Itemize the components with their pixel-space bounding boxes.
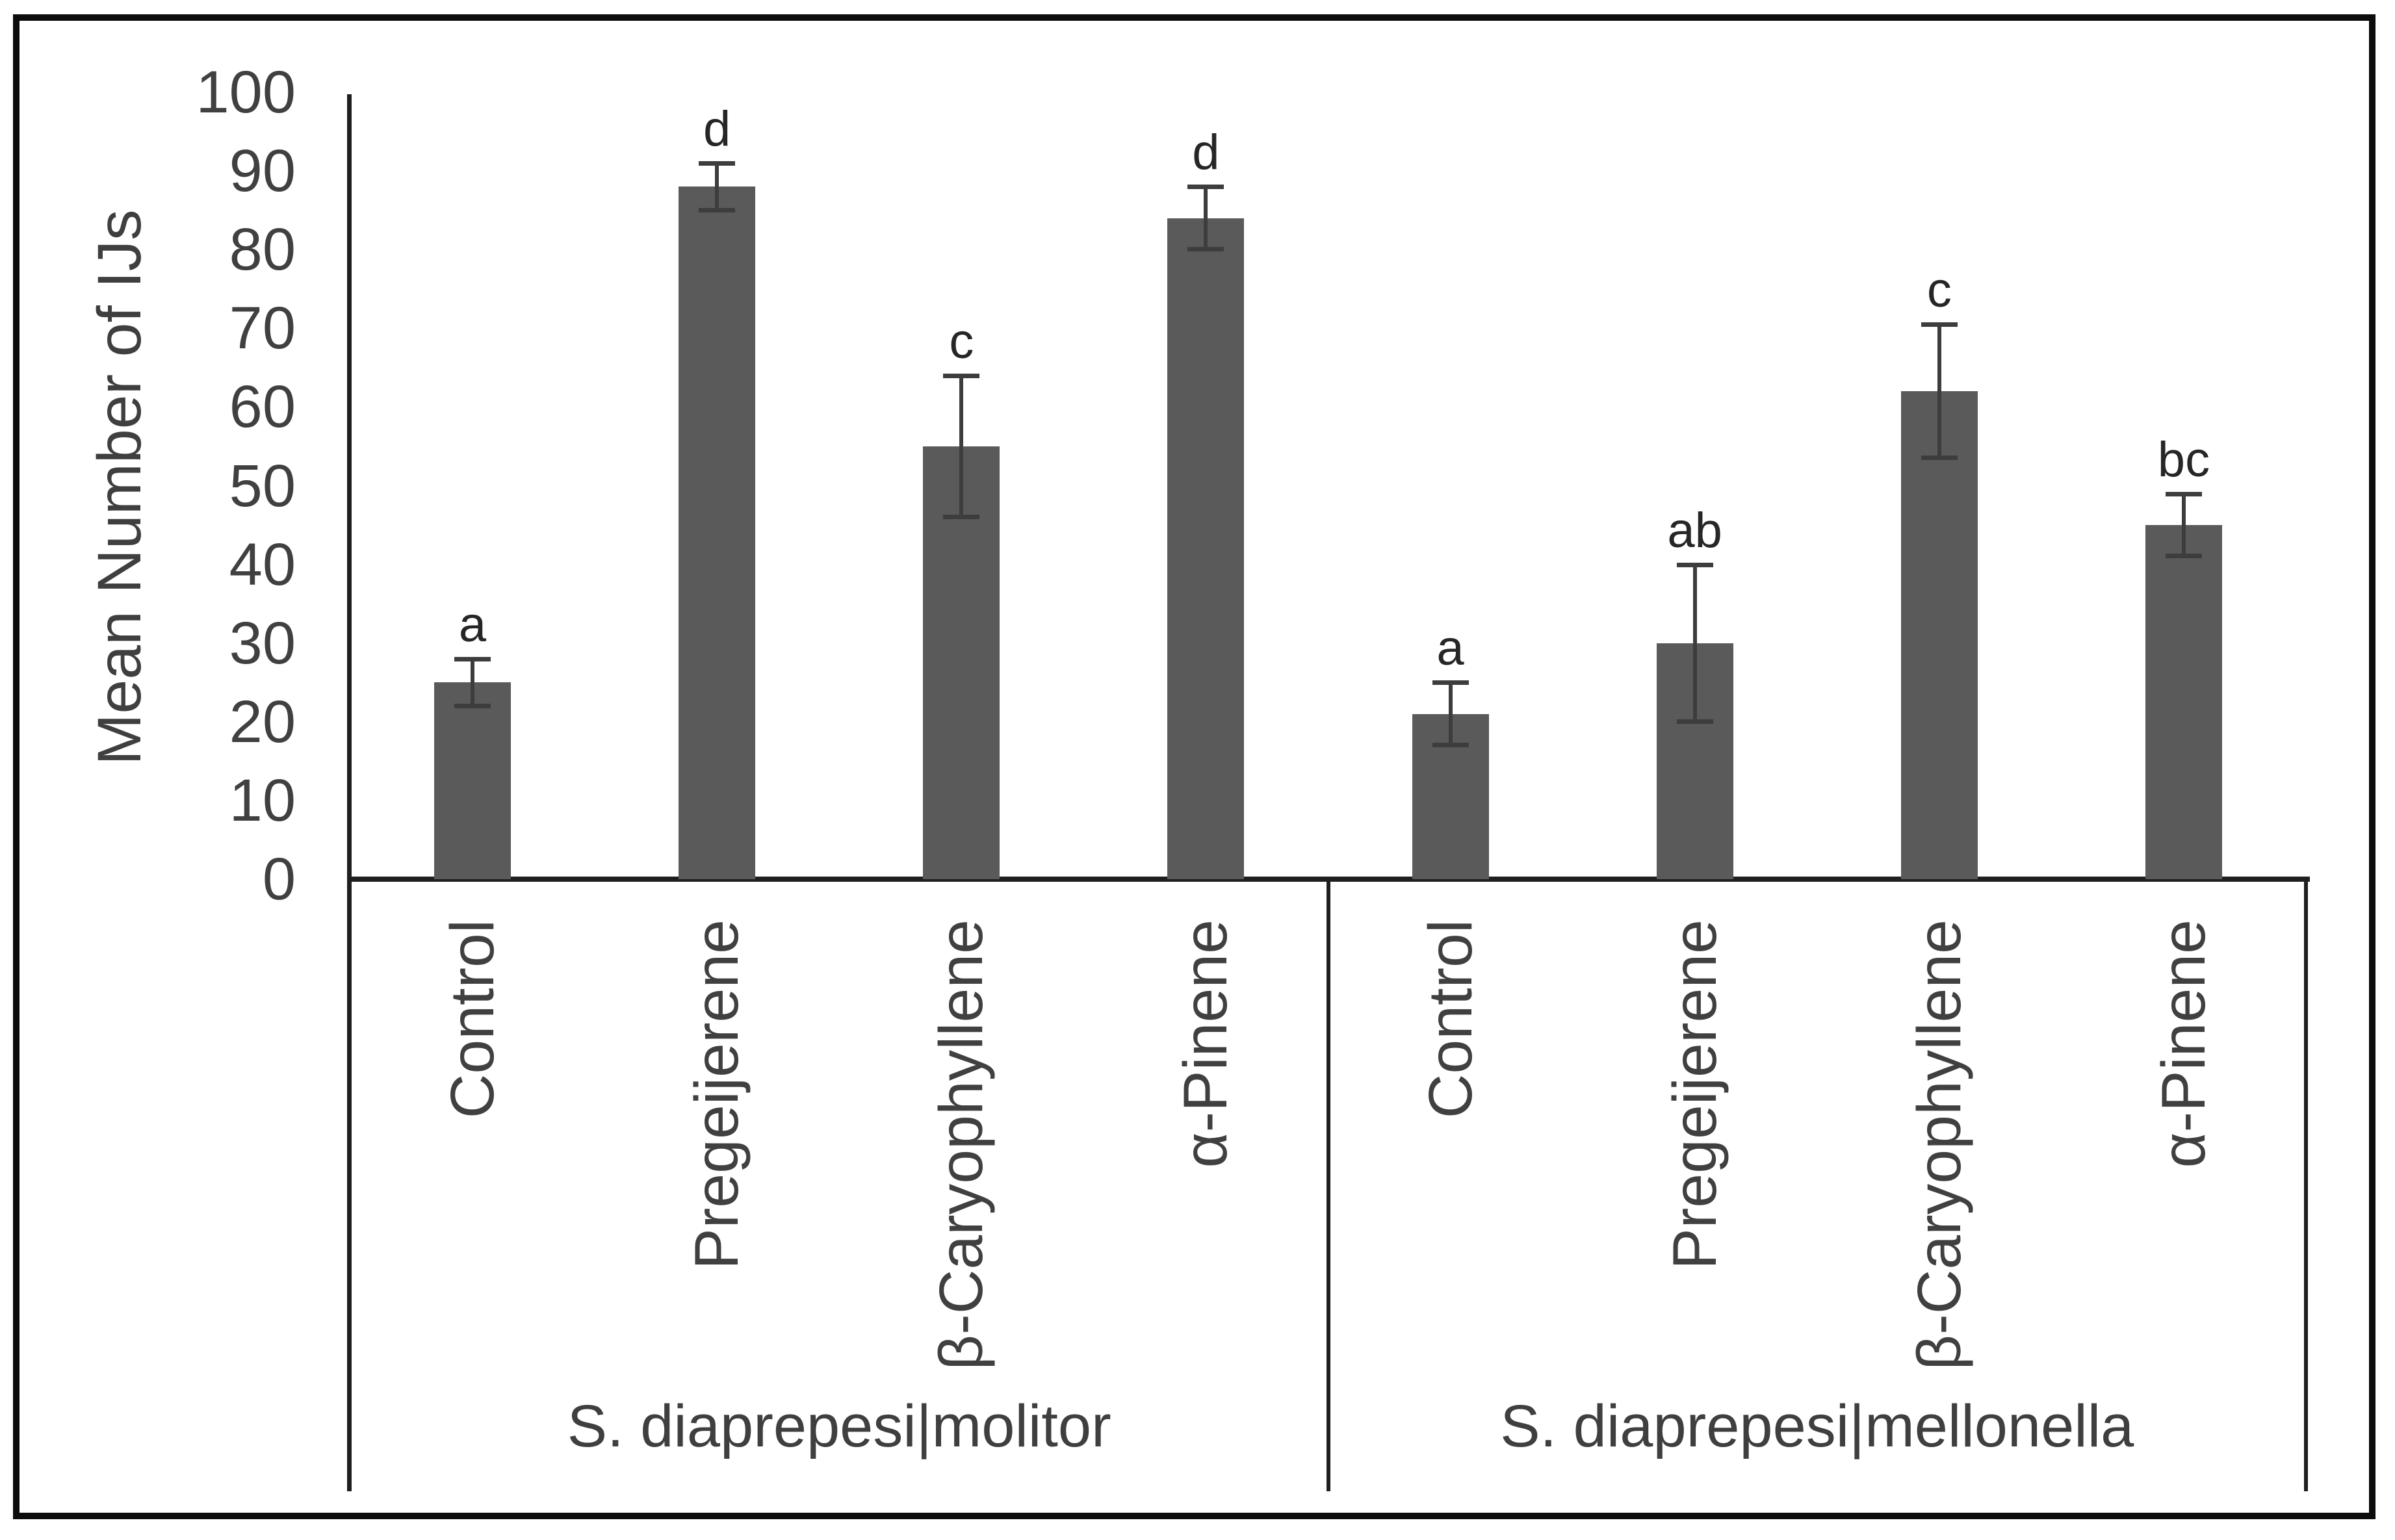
y-tick-label: 30: [229, 610, 296, 676]
error-bar-cap-top: [2165, 491, 2202, 496]
y-tick-label: 0: [262, 846, 296, 912]
significance-letter: d: [703, 101, 731, 157]
error-bar-cap-top: [1676, 562, 1713, 567]
error-bar-cap-bottom: [1432, 743, 1469, 748]
bar: [2145, 525, 2222, 879]
error-bar-whisker: [1204, 186, 1208, 250]
error-bar-cap-bottom: [2165, 554, 2202, 559]
error-bar-whisker: [1692, 564, 1697, 722]
group-separator-line: [1326, 879, 1330, 1491]
error-bar-cap-bottom: [943, 514, 980, 519]
significance-letter: c: [1926, 263, 1952, 318]
error-bar-whisker: [471, 658, 475, 706]
error-bar-whisker: [715, 162, 719, 211]
error-bar-cap-top: [699, 160, 736, 166]
significance-letter: bc: [2157, 431, 2210, 487]
y-tick-label: 90: [229, 138, 296, 205]
axis-right-line: [2304, 879, 2308, 1491]
bar: [1167, 218, 1245, 879]
error-bar-cap-bottom: [1187, 247, 1224, 252]
bar: [1900, 391, 1978, 879]
error-bar-cap-bottom: [1921, 456, 1958, 461]
error-bar-cap-bottom: [699, 207, 736, 212]
error-bar-cap-bottom: [1676, 719, 1713, 724]
error-bar-cap-top: [1187, 185, 1224, 190]
error-bar-cap-top: [454, 656, 491, 661]
y-tick-label: 40: [229, 531, 296, 598]
significance-letter: ab: [1667, 502, 1722, 558]
y-tick-label: 50: [229, 452, 296, 519]
error-bar-whisker: [959, 375, 964, 517]
y-tick-label: 10: [229, 767, 296, 834]
error-bar-cap-top: [1921, 322, 1958, 327]
y-tick-label: 70: [229, 295, 296, 362]
significance-letter: d: [1192, 125, 1220, 181]
group-label: S. diaprepesi|molitor: [567, 1393, 1111, 1459]
significance-letter: c: [949, 313, 974, 369]
y-tick-label: 80: [229, 216, 296, 283]
bar: [679, 186, 756, 879]
bar: [434, 682, 511, 879]
y-tick-label: 60: [229, 374, 296, 441]
error-bar-cap-top: [1432, 680, 1469, 686]
error-bar-whisker: [1937, 324, 1941, 459]
significance-letter: a: [1436, 621, 1464, 676]
y-tick-label: 20: [229, 688, 296, 755]
y-tick-label: 100: [196, 59, 296, 125]
y-axis-line: [347, 94, 352, 1491]
error-bar-whisker: [2181, 493, 2186, 557]
error-bar-cap-bottom: [454, 703, 491, 708]
group-label: S. diaprepesi|mellonella: [1500, 1393, 2134, 1459]
error-bar-cap-top: [943, 373, 980, 378]
significance-letter: a: [458, 597, 487, 652]
error-bar-whisker: [1448, 682, 1453, 746]
figure-border: [13, 14, 2376, 1519]
